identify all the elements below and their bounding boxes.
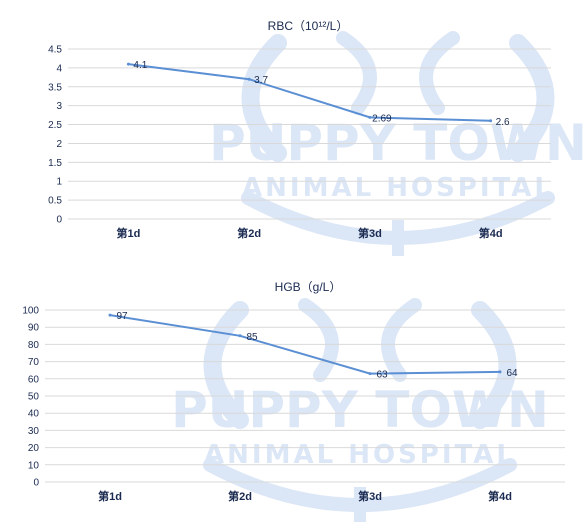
watermark-ear-right <box>471 301 517 429</box>
data-point <box>368 115 372 119</box>
y-tick-label: 80 <box>28 340 40 351</box>
y-tick-label: 50 <box>28 392 40 403</box>
data-label: 85 <box>246 332 258 343</box>
y-tick-label: 1 <box>56 177 62 188</box>
y-tick-label: 70 <box>28 357 40 368</box>
data-point <box>489 119 493 123</box>
series-line <box>128 63 491 122</box>
x-tick-label: 第2d <box>237 226 261 240</box>
chart-title: RBC（10¹²/L） <box>268 19 349 33</box>
watermark-subtitle: ANIMAL HOSPITAL <box>204 440 516 470</box>
watermark-ear-left <box>203 301 249 429</box>
y-tick-label: 0 <box>56 215 62 226</box>
data-label: 64 <box>506 368 518 379</box>
x-tick-label: 第1d <box>98 489 122 503</box>
y-tick-label: 0.5 <box>48 196 62 207</box>
data-label: 4.1 <box>133 60 147 71</box>
y-tick-label: 100 <box>22 306 39 317</box>
watermark-cross-h <box>342 499 378 511</box>
y-tick-label: 3 <box>56 101 62 112</box>
data-label: 2.69 <box>372 113 392 124</box>
y-tick-label: 10 <box>28 460 40 471</box>
data-point <box>247 77 251 81</box>
watermark-cross-h <box>380 232 416 244</box>
data-point <box>126 62 130 66</box>
watermark-title: PUPPY TOWN <box>171 381 549 439</box>
y-tick-label: 0 <box>33 478 39 489</box>
y-tick-label: 40 <box>28 409 40 420</box>
data-point <box>238 334 242 338</box>
y-tick-label: 20 <box>28 443 40 454</box>
x-tick-label: 第3d <box>358 489 382 503</box>
x-tick-label: 第2d <box>228 489 252 503</box>
data-point <box>368 372 372 376</box>
y-tick-label: 4 <box>56 63 62 74</box>
x-tick-label: 第3d <box>358 226 382 240</box>
watermark-eye-right <box>419 31 460 115</box>
watermark-eye-left <box>298 298 339 382</box>
x-tick-label: 第1d <box>116 226 140 240</box>
y-tick-label: 2.5 <box>48 120 62 131</box>
watermark-eye-right <box>381 298 422 382</box>
y-tick-label: 60 <box>28 374 40 385</box>
series-line <box>109 314 501 375</box>
watermark-subtitle: ANIMAL HOSPITAL <box>242 173 554 203</box>
y-tick-label: 3.5 <box>48 82 62 93</box>
watermark-ear-left <box>241 34 287 162</box>
y-tick-label: 2 <box>56 139 62 150</box>
y-tick-label: 4.5 <box>48 45 62 56</box>
chart-hgb: HGB（g/L） 0 10 20 30 40 50 60 70 80 90 100 第1d 第2d 第3d 第… <box>22 280 565 503</box>
data-point <box>108 313 112 317</box>
y-tick-label: 90 <box>28 323 40 334</box>
watermark-ear-right <box>509 34 555 162</box>
data-point <box>498 370 502 374</box>
watermark-eye-left <box>336 31 377 115</box>
data-label: 2.6 <box>496 117 510 128</box>
x-tick-label: 第4d <box>479 226 503 240</box>
x-tick-label: 第4d <box>488 489 512 503</box>
data-label: 97 <box>116 311 128 322</box>
data-label: 3.7 <box>254 75 268 86</box>
chart-title: HGB（g/L） <box>275 280 342 294</box>
y-tick-label: 30 <box>28 426 40 437</box>
chart-rbc: RBC（10¹²/L） 0 0.5 1 1.5 2 2.5 3 3.5 4 4.5 第1d 第2d 第3d… <box>48 19 551 240</box>
y-tick-label: 1.5 <box>48 158 62 169</box>
data-label: 63 <box>376 370 388 381</box>
